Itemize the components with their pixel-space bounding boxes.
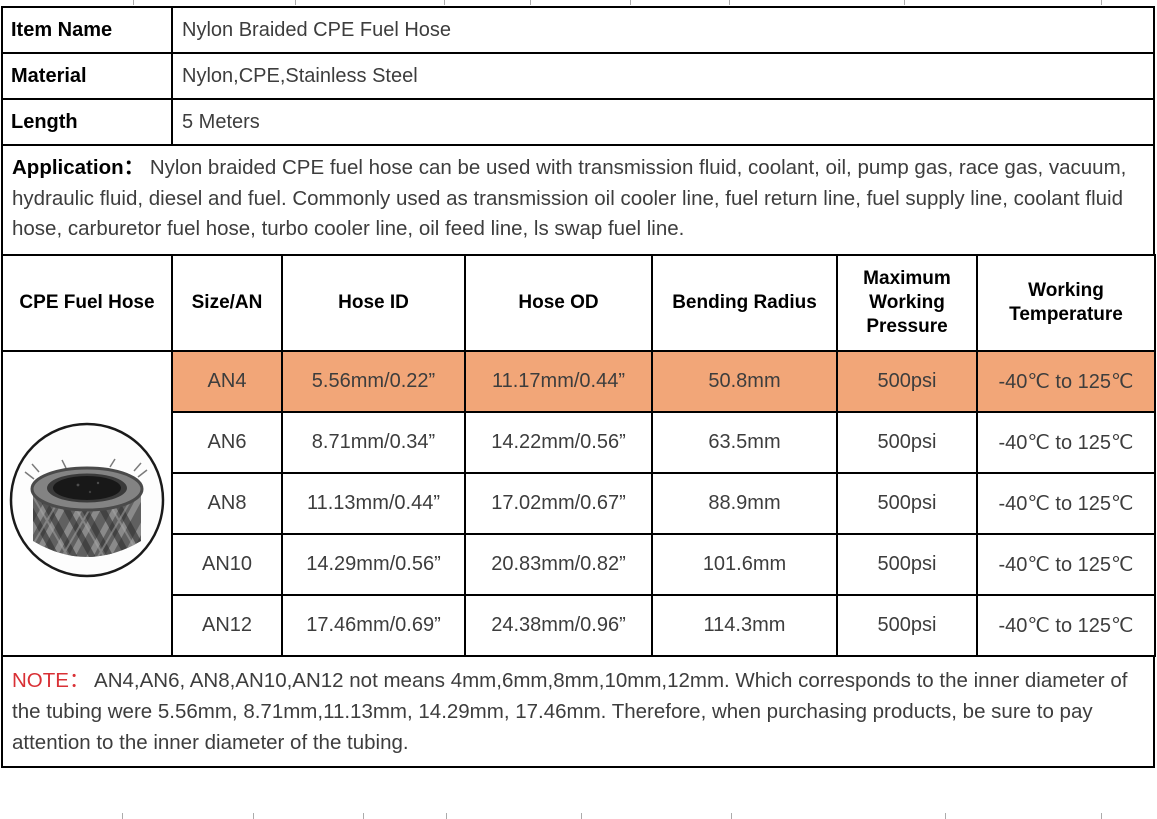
application-label: Application：	[12, 156, 145, 179]
max-pressure-cell: 500psi	[836, 349, 978, 413]
product-spec-sheet: Item Name Nylon Braided CPE Fuel Hose Ma…	[1, 6, 1156, 768]
note-paragraph: NOTE： AN4,AN6, AN8,AN10,AN12 not means 4…	[1, 654, 1155, 768]
size-cell: AN8	[171, 471, 283, 535]
header-hose-od: Hose OD	[464, 253, 653, 352]
hose-od-cell: 17.02mm/0.67”	[464, 471, 653, 535]
info-label-length: Length	[1, 98, 173, 146]
info-value-length: 5 Meters	[171, 98, 1155, 146]
hose-od-cell: 24.38mm/0.96”	[464, 593, 653, 657]
application-text: Nylon braided CPE fuel hose can be used …	[12, 156, 1127, 241]
spec-row-an12: AN12 17.46mm/0.69” 24.38mm/0.96” 114.3mm…	[2, 593, 1156, 657]
header-cpe-fuel-hose: CPE Fuel Hose	[1, 253, 173, 352]
hose-photo-cell	[1, 349, 173, 657]
max-pressure-cell: 500psi	[836, 471, 978, 535]
size-cell: AN4	[171, 349, 283, 413]
info-row-material: Material Nylon,CPE,Stainless Steel	[1, 52, 1155, 100]
hose-id-cell: 17.46mm/0.69”	[281, 593, 466, 657]
hose-od-cell: 14.22mm/0.56”	[464, 410, 653, 474]
working-temp-cell: -40℃ to 125℃	[976, 593, 1156, 657]
max-pressure-cell: 500psi	[836, 410, 978, 474]
note-label: NOTE：	[12, 668, 90, 692]
spec-row-an10: AN10 14.29mm/0.56” 20.83mm/0.82” 101.6mm…	[2, 532, 1156, 596]
info-row-item-name: Item Name Nylon Braided CPE Fuel Hose	[1, 6, 1155, 54]
max-pressure-cell: 500psi	[836, 593, 978, 657]
bending-radius-cell: 88.9mm	[651, 471, 838, 535]
header-size-an: Size/AN	[171, 253, 283, 352]
size-cell: AN10	[171, 532, 283, 596]
spec-table: CPE Fuel Hose Size/AN Hose ID Hose OD Be…	[1, 253, 1156, 657]
hose-id-cell: 14.29mm/0.56”	[281, 532, 466, 596]
braided-hose-photo	[9, 423, 165, 578]
hose-od-cell: 20.83mm/0.82”	[464, 532, 653, 596]
spec-header-row: CPE Fuel Hose Size/AN Hose ID Hose OD Be…	[1, 253, 1156, 352]
spreadsheet-gridline-stubs-bottom	[0, 813, 1157, 819]
bending-radius-cell: 50.8mm	[651, 349, 838, 413]
spec-row-an8: AN8 11.13mm/0.44” 17.02mm/0.67” 88.9mm 5…	[2, 471, 1156, 535]
note-text: AN4,AN6, AN8,AN10,AN12 not means 4mm,6mm…	[12, 668, 1128, 754]
bending-radius-cell: 101.6mm	[651, 532, 838, 596]
header-working-temperature: Working Temperature	[976, 253, 1156, 352]
spec-row-an4: AN4 5.56mm/0.22” 11.17mm/0.44” 50.8mm 50…	[1, 349, 1156, 657]
working-temp-cell: -40℃ to 125℃	[976, 532, 1156, 596]
max-pressure-cell: 500psi	[836, 532, 978, 596]
info-row-length: Length 5 Meters	[1, 98, 1155, 146]
hose-id-cell: 11.13mm/0.44”	[281, 471, 466, 535]
bending-radius-cell: 114.3mm	[651, 593, 838, 657]
info-label-material: Material	[1, 52, 173, 100]
header-bending-radius: Bending Radius	[651, 253, 838, 352]
header-max-working-pressure: Maximum Working Pressure	[836, 253, 978, 352]
hose-id-cell: 5.56mm/0.22”	[281, 349, 466, 413]
bending-radius-cell: 63.5mm	[651, 410, 838, 474]
size-cell: AN12	[171, 593, 283, 657]
info-label-item-name: Item Name	[1, 6, 173, 54]
info-value-item-name: Nylon Braided CPE Fuel Hose	[171, 6, 1155, 54]
working-temp-cell: -40℃ to 125℃	[976, 349, 1156, 413]
working-temp-cell: -40℃ to 125℃	[976, 410, 1156, 474]
working-temp-cell: -40℃ to 125℃	[976, 471, 1156, 535]
hose-id-cell: 8.71mm/0.34”	[281, 410, 466, 474]
application-paragraph: Application： Nylon braided CPE fuel hose…	[1, 144, 1155, 256]
spec-row-an6: AN6 8.71mm/0.34” 14.22mm/0.56” 63.5mm 50…	[2, 410, 1156, 474]
size-cell: AN6	[171, 410, 283, 474]
hose-od-cell: 11.17mm/0.44”	[464, 349, 653, 413]
info-value-material: Nylon,CPE,Stainless Steel	[171, 52, 1155, 100]
header-hose-id: Hose ID	[281, 253, 466, 352]
spreadsheet-gridline-stubs-top	[0, 0, 1157, 6]
info-table: Item Name Nylon Braided CPE Fuel Hose Ma…	[1, 6, 1155, 146]
